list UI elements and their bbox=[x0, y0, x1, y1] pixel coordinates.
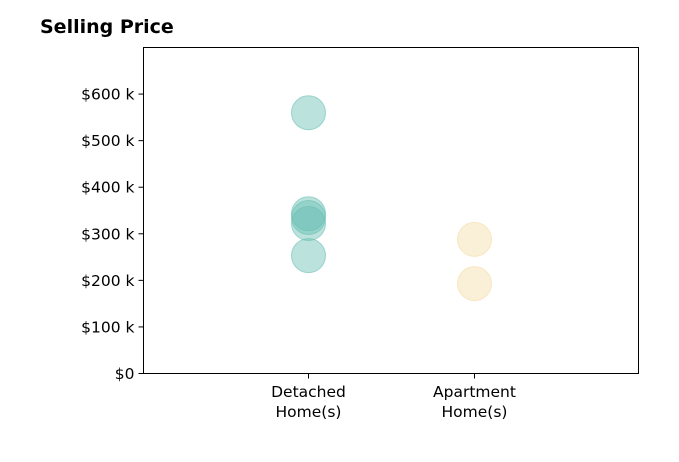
y-tick-label: $500 k bbox=[81, 132, 134, 150]
x-tick-label: Home(s) bbox=[276, 403, 342, 421]
plot-area-frame bbox=[143, 47, 639, 374]
data-points bbox=[291, 95, 492, 302]
data-point bbox=[457, 221, 492, 257]
x-axis: Detached Home(s) Apartment Home(s) bbox=[271, 373, 516, 421]
y-tick-label: $100 k bbox=[81, 318, 134, 336]
data-point bbox=[291, 206, 326, 242]
data-point bbox=[457, 266, 492, 302]
x-tick-label: Apartment bbox=[433, 383, 516, 401]
chart-title: Selling Price bbox=[40, 16, 174, 38]
y-tick-label: $0 bbox=[115, 365, 135, 383]
x-tick-label: Detached bbox=[271, 383, 346, 401]
x-tick-label: Home(s) bbox=[442, 403, 508, 421]
y-tick-label: $600 k bbox=[81, 86, 134, 104]
y-axis: $0 $100 k $200 k $300 k $400 k $500 k $600 k bbox=[81, 86, 144, 383]
y-tick-label: $200 k bbox=[81, 272, 134, 290]
y-tick-label: $300 k bbox=[81, 225, 134, 243]
data-point bbox=[291, 95, 326, 131]
data-point bbox=[291, 238, 326, 274]
y-tick-label: $400 k bbox=[81, 179, 134, 197]
